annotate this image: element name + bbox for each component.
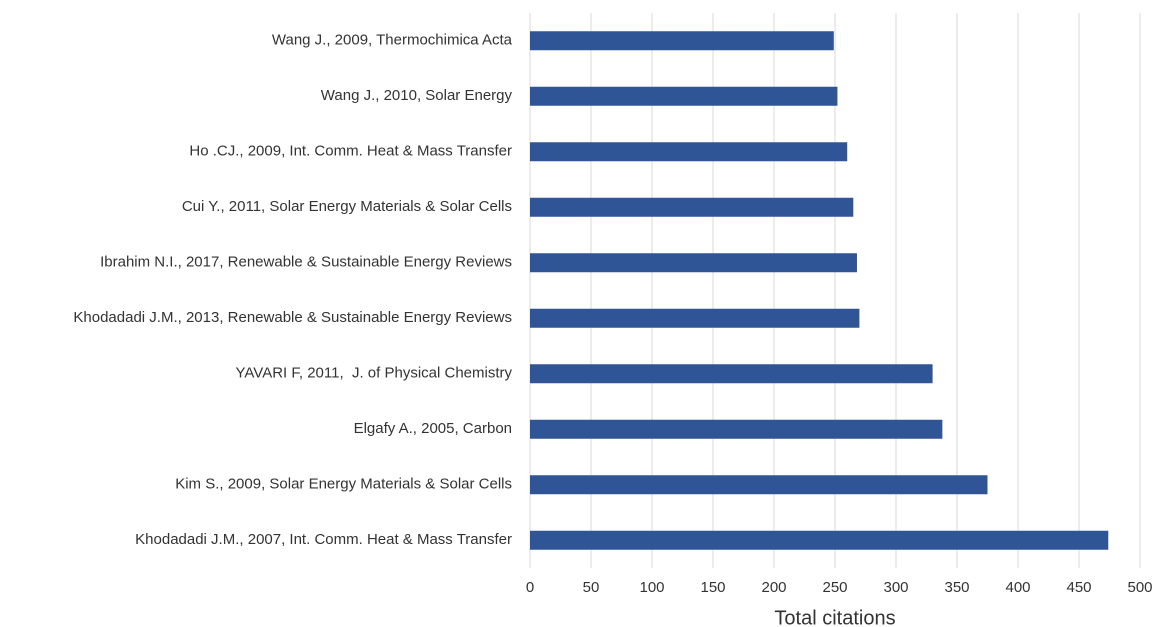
- x-tick-label: 150: [700, 579, 725, 596]
- bar: [530, 530, 1109, 550]
- x-tick-label: 50: [583, 579, 600, 596]
- bar: [530, 475, 988, 495]
- bar: [530, 419, 943, 439]
- bar: [530, 31, 834, 51]
- y-tick-label: Cui Y., 2011, Solar Energy Materials & S…: [182, 198, 512, 215]
- y-tick-label: Ibrahim N.I., 2017, Renewable & Sustaina…: [100, 254, 512, 271]
- y-tick-label: YAVARI F, 2011, J. of Physical Chemistry: [236, 365, 513, 382]
- bar: [530, 142, 848, 162]
- y-tick-label: Kim S., 2009, Solar Energy Materials & S…: [175, 476, 512, 493]
- y-tick-label: Khodadadi J.M., 2007, Int. Comm. Heat & …: [135, 531, 512, 548]
- x-axis-label: Total citations: [774, 607, 895, 627]
- x-tick-label: 0: [526, 579, 534, 596]
- x-tick-label: 500: [1127, 579, 1152, 596]
- bar: [530, 253, 857, 273]
- x-tick-label: 300: [883, 579, 908, 596]
- y-tick-label: Ho .CJ., 2009, Int. Comm. Heat & Mass Tr…: [189, 143, 512, 160]
- x-tick-label: 250: [822, 579, 847, 596]
- x-tick-label: 100: [639, 579, 664, 596]
- x-tick-label: 350: [944, 579, 969, 596]
- y-tick-label: Elgafy A., 2005, Carbon: [354, 420, 512, 437]
- y-tick-label: Wang J., 2009, Thermochimica Acta: [272, 32, 513, 49]
- x-tick-label: 400: [1005, 579, 1030, 596]
- bar: [530, 197, 854, 217]
- bar: [530, 86, 838, 106]
- y-tick-label: Khodadadi J.M., 2013, Renewable & Sustai…: [73, 309, 512, 326]
- bar: [530, 364, 933, 384]
- y-tick-label: Wang J., 2010, Solar Energy: [321, 87, 513, 104]
- x-tick-label: 450: [1066, 579, 1091, 596]
- x-tick-label: 200: [761, 579, 786, 596]
- bar: [530, 308, 860, 328]
